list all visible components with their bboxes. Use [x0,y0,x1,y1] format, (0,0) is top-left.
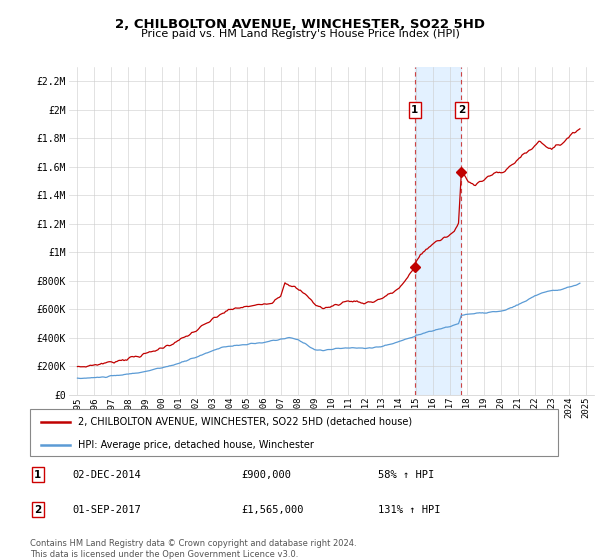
Text: HPI: Average price, detached house, Winchester: HPI: Average price, detached house, Winc… [77,440,313,450]
Text: 02-DEC-2014: 02-DEC-2014 [72,470,141,479]
Text: 1: 1 [34,470,41,479]
FancyBboxPatch shape [30,409,558,456]
Bar [415,67,461,395]
Text: 58% ↑ HPI: 58% ↑ HPI [379,470,435,479]
Text: 131% ↑ HPI: 131% ↑ HPI [379,505,441,515]
Text: 2, CHILBOLTON AVENUE, WINCHESTER, SO22 5HD (detached house): 2, CHILBOLTON AVENUE, WINCHESTER, SO22 5… [77,417,412,427]
Text: 1: 1 [411,105,418,115]
Text: 2: 2 [34,505,41,515]
Text: Contains HM Land Registry data © Crown copyright and database right 2024.
This d: Contains HM Land Registry data © Crown c… [30,539,356,559]
Text: 01-SEP-2017: 01-SEP-2017 [72,505,141,515]
Text: 2, CHILBOLTON AVENUE, WINCHESTER, SO22 5HD: 2, CHILBOLTON AVENUE, WINCHESTER, SO22 5… [115,18,485,31]
Text: £900,000: £900,000 [241,470,291,479]
Text: 2: 2 [458,105,465,115]
Text: £1,565,000: £1,565,000 [241,505,304,515]
Text: Price paid vs. HM Land Registry's House Price Index (HPI): Price paid vs. HM Land Registry's House … [140,29,460,39]
